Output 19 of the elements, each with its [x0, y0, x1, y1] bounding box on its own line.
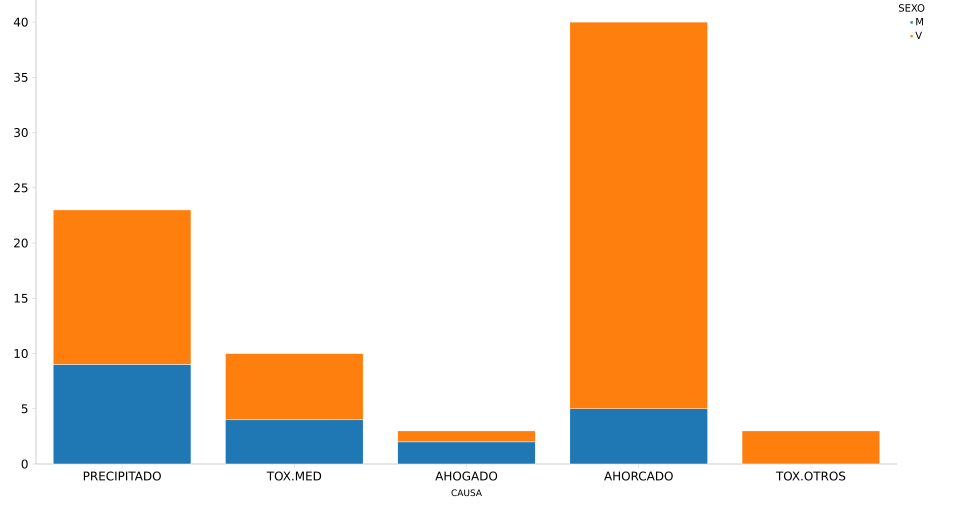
y-tick-label: 10	[14, 349, 28, 358]
y-tick-label: 0	[22, 459, 28, 469]
legend-label: V	[915, 32, 922, 40]
y-tick-label: 20	[14, 238, 28, 248]
x-tick-label: AHORCADO	[604, 472, 673, 481]
x-tick-label: PRECIPITADO	[84, 472, 161, 481]
y-tick-label: 15	[14, 294, 28, 303]
x-tick-label: TOX.MED	[266, 472, 322, 481]
y-tick-label: 5	[22, 404, 28, 414]
legend-label: M	[916, 18, 923, 26]
y-tick-label: 30	[14, 128, 28, 138]
bar	[742, 430, 880, 464]
y-tick-label: 25	[14, 183, 28, 192]
legend-title: SEXO	[898, 4, 924, 12]
x-tick-label: AHOGADO	[435, 472, 498, 481]
y-tick-label: 35	[14, 72, 28, 82]
y-tick-label: 40	[14, 18, 28, 27]
x-tick-label: TOX.OTROS	[776, 472, 846, 481]
x-axis-title: CAUSA	[452, 489, 482, 496]
